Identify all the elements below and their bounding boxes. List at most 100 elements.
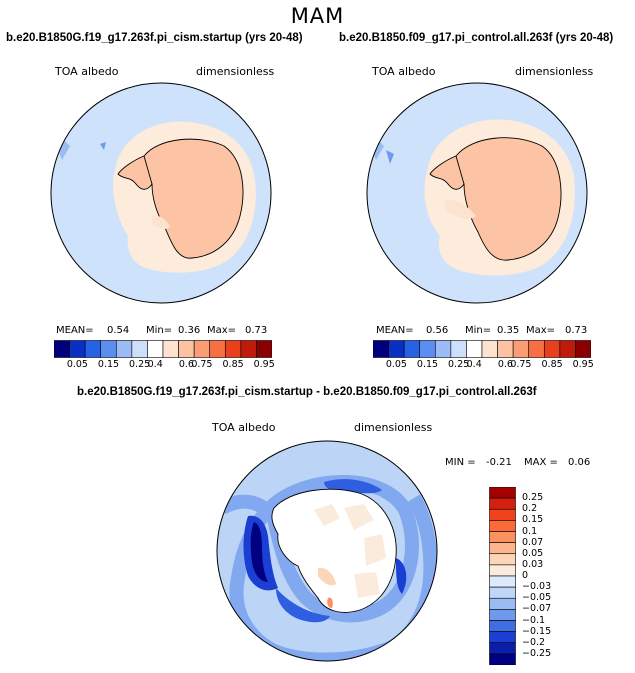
panel-1-min-label: Min= [146,325,173,336]
panel-3-min-label: MIN = [445,457,476,468]
panel-3-max-label: MAX = [524,457,558,468]
cb3-tick-0: 0.25 [522,492,544,504]
cb3-swatch-0 [489,487,516,499]
panel-2-mean: 0.56 [426,325,449,336]
cb2-tick-6: 0.85 [541,359,563,370]
cb3-swatch-4 [489,531,516,543]
cb1-swatch-11 [224,340,242,358]
cb3-swatch-2 [489,508,516,521]
cb3-tick-10: −0.07 [522,603,552,615]
panel-2-colorbar-ticks: 0.05 0.15 0.25 0.4 0.6 0.75 0.85 0.95 [373,359,594,371]
cb2-swatch-3 [419,340,436,358]
cb3-tick-5: 0.05 [522,547,544,559]
cb1-swatch-6 [147,340,164,358]
panel-2-map [366,82,588,304]
cb2-swatch-10 [528,340,545,358]
cb2-tick-7: 0.95 [572,359,594,370]
cb1-swatch-9 [193,340,211,358]
panel-3-min: -0.21 [486,457,512,468]
panel-3-max: 0.06 [568,457,591,468]
cb3-tick-11: −0.1 [522,614,546,626]
panel-2-min-label: Min= [465,325,492,336]
panel-1-units: dimensionless [196,65,275,78]
panel-2-variable: TOA albedo [372,65,436,78]
cb3-tick-9: −0.05 [522,592,552,604]
cb3-swatch-10 [489,597,516,610]
cb2-swatch-5 [450,340,467,358]
cb2-tick-0: 0.05 [385,359,407,370]
cb3-swatch-9 [489,586,516,599]
cb1-swatch-2 [84,340,102,358]
cb3-tick-6: 0.03 [522,558,544,570]
cb1-swatch-5 [131,340,148,358]
cb3-swatch-8 [489,575,516,588]
cb1-tick-7: 0.95 [253,359,275,370]
cb1-tick-3: 0.4 [147,359,163,370]
cb3-swatch-1 [489,497,516,510]
cb1-swatch-0 [54,340,70,358]
cb2-tick-4: 0.6 [497,359,513,370]
cb3-swatch-5 [489,542,516,555]
panel-3-units: dimensionless [354,421,433,434]
cb2-tick-2: 0.25 [448,359,470,370]
panel-2-mean-label: MEAN= [376,325,414,336]
panel-3-map [216,440,438,662]
cb2-swatch-13 [575,340,591,358]
cb1-tick-6: 0.85 [222,359,244,370]
cb3-tick-2: 0.15 [522,514,544,526]
cb2-tick-3: 0.4 [466,359,482,370]
cb3-swatch-11 [489,609,516,621]
panel-2-title: b.e20.B1850.f09_g17.pi_control.all.263f … [339,32,614,44]
cb2-swatch-6 [466,340,483,358]
panel-2-max: 0.73 [565,325,588,336]
cb3-swatch-12 [489,620,516,632]
cb1-tick-1: 0.15 [97,359,120,370]
cb3-swatch-13 [489,631,516,644]
cb1-tick-2: 0.25 [129,359,151,370]
panel-1-colorbar [54,340,272,358]
cb3-swatch-3 [489,520,516,532]
cb1-swatch-8 [178,340,195,358]
panel-3-variable: TOA albedo [212,421,276,434]
cb2-swatch-4 [434,340,452,358]
cb3-tick-14: −0.25 [522,647,552,659]
cb1-tick-0: 0.05 [66,359,88,370]
cb1-swatch-10 [209,340,226,358]
cb2-swatch-2 [403,340,421,358]
cb3-tick-7: 0 [522,570,529,581]
panel-2-units: dimensionless [515,65,594,78]
cb3-tick-1: 0.2 [522,503,538,515]
cb1-swatch-4 [115,340,133,358]
cb1-swatch-1 [69,340,86,358]
cb2-swatch-9 [512,340,530,358]
panel-3-title: b.e20.B1850G.f19_g17.263f.pi_cism.startu… [77,386,537,398]
cb1-swatch-3 [100,340,117,358]
cb1-swatch-7 [162,340,179,358]
cb2-swatch-0 [373,340,389,358]
panel-1-variable: TOA albedo [55,65,119,78]
figure-title: MAM [290,4,345,28]
panel-2-colorbar [373,340,591,358]
panel-1-map [50,82,272,304]
panel-1-title: b.e20.B1850G.f19_g17.263f.pi_cism.startu… [6,32,303,44]
cb3-tick-4: 0.07 [522,536,544,548]
cb3-tick-12: −0.15 [522,625,552,637]
panel-1-max-label: Max= [207,325,237,336]
cb1-swatch-12 [240,340,257,358]
cb2-swatch-7 [481,340,498,358]
cb1-tick-5: 0.75 [191,359,213,370]
cb1-swatch-13 [256,340,272,358]
panel-1-mean: 0.54 [107,325,130,336]
cb1-tick-4: 0.6 [178,359,194,370]
panel-1-min: 0.36 [178,325,201,336]
cb2-tick-1: 0.15 [416,359,439,370]
cb3-swatch-14 [489,642,516,655]
cb3-tick-13: −0.2 [522,636,546,648]
cb2-tick-5: 0.75 [510,359,532,370]
cb2-swatch-12 [559,340,576,358]
cb3-swatch-6 [489,553,516,566]
panel-3-colorbar [489,487,516,665]
panel-1-max: 0.73 [245,325,268,336]
panel-1-mean-label: MEAN= [56,325,94,336]
cb2-swatch-1 [388,340,405,358]
